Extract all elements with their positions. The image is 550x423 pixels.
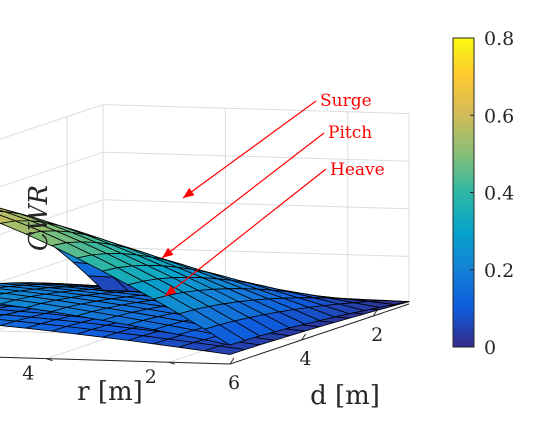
- annotation-heave: Heave: [164, 160, 385, 297]
- colorbar-ticks: 0 0.2 0.4 0.6 0.8: [470, 28, 514, 359]
- grid-line-side-z-4: [102, 104, 410, 115]
- r-axis-label: r [m]: [77, 377, 143, 407]
- d-tick-label: 6: [228, 372, 240, 394]
- grid-line-back-z-2: [0, 199, 104, 235]
- colorbar-tick-label: 0.6: [484, 105, 514, 127]
- colorbar-tick-label: 0: [484, 337, 496, 359]
- d-tick-mark: [301, 333, 307, 341]
- annotation-arrow-line: [161, 132, 325, 259]
- annotation-label: Heave: [330, 160, 385, 180]
- colorbar-tick-label: 0.4: [484, 183, 514, 205]
- r-tick-mark: [46, 358, 53, 362]
- colorbar-tick-label: 0.8: [484, 28, 514, 50]
- z-axis-label: CWR: [24, 185, 54, 251]
- r-tick-label: 2: [145, 366, 157, 388]
- annotations: Surge Pitch Heave: [161, 91, 385, 297]
- d-tick-mark: [229, 357, 235, 365]
- r-axis-line: [0, 356, 231, 365]
- annotation-label: Surge: [320, 91, 372, 111]
- grid-line-back-z-4: [0, 104, 104, 140]
- grid-line-side-z-3: [102, 151, 410, 162]
- annotation-arrow-line: [182, 100, 317, 199]
- r-tick-mark: [168, 361, 175, 365]
- annotation-surge: Surge: [182, 91, 372, 199]
- annotation-pitch: Pitch: [161, 123, 372, 259]
- annotation-arrowhead: [183, 187, 195, 198]
- surface-cell: [204, 324, 246, 346]
- d-tick-labels: 2 4 6: [228, 324, 383, 394]
- d-tick-label: 2: [371, 324, 383, 346]
- d-tick-mark: [372, 309, 378, 317]
- r-tick-labels: 246: [22, 363, 157, 389]
- d-tick-label: 4: [300, 348, 312, 370]
- grid-line-back-z-3: [0, 151, 104, 188]
- surface-cell: [204, 345, 246, 355]
- annotation-arrow-line: [164, 168, 327, 297]
- d-axis-line: [229, 303, 410, 365]
- grid-line-side-z-2: [102, 199, 410, 210]
- d-axis-label: d [m]: [310, 381, 380, 411]
- annotation-arrowhead: [162, 247, 174, 258]
- colorbar-tick-label: 0.2: [484, 260, 514, 282]
- axes-lines: [0, 303, 410, 365]
- annotation-label: Pitch: [328, 123, 372, 143]
- annotation-arrowhead: [165, 285, 177, 296]
- r-tick-label: 4: [22, 363, 34, 385]
- grid-line-side-z-1: [102, 246, 410, 257]
